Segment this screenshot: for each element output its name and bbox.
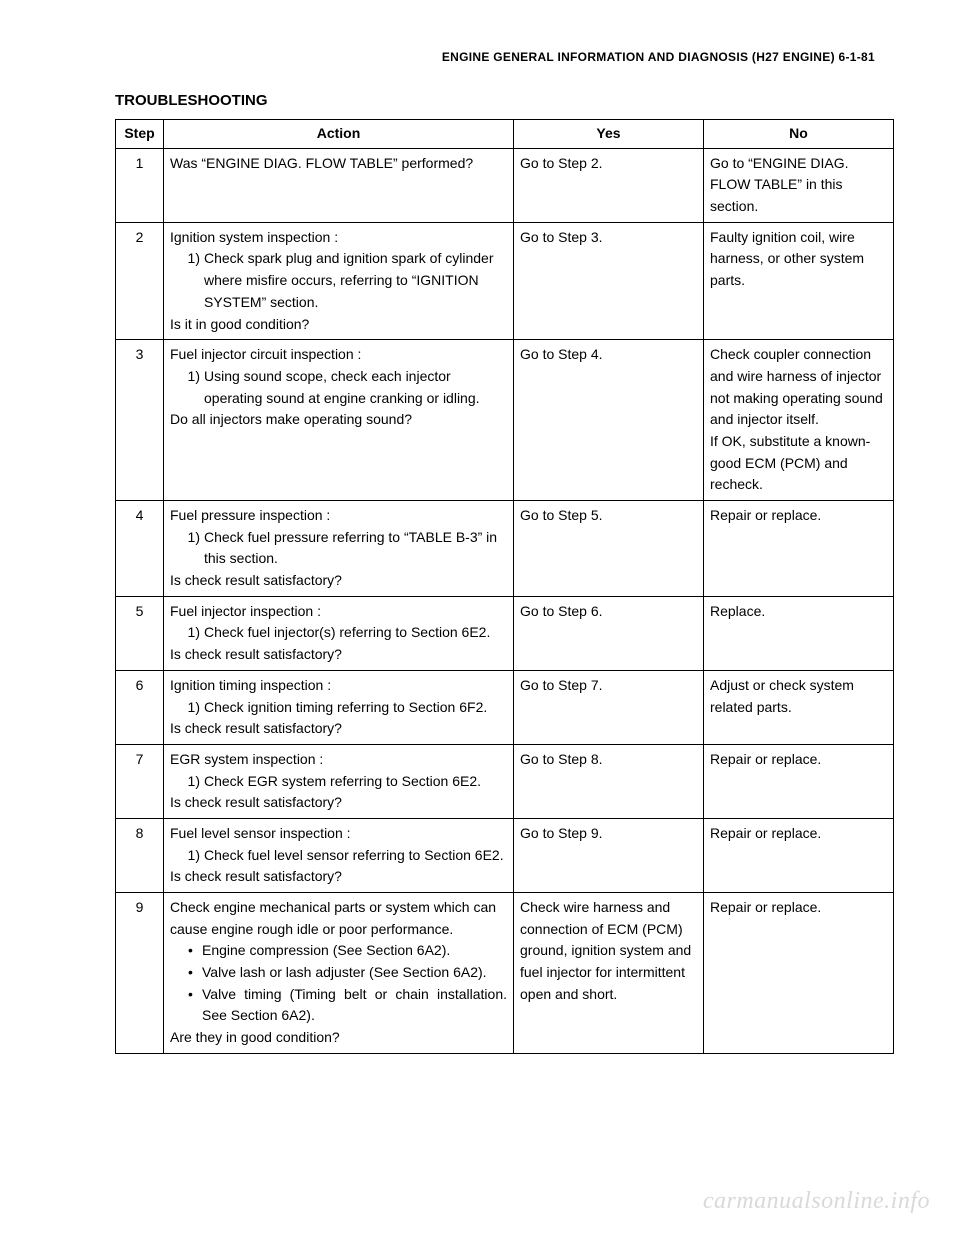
action-trail: Are they in good condition? — [170, 1027, 507, 1049]
action-lead: Was “ENGINE DIAG. FLOW TABLE” performed? — [170, 153, 507, 175]
action-trail: Is check result satisfactory? — [170, 792, 507, 814]
action-numbered-list: Check fuel level sensor referring to Sec… — [170, 845, 507, 867]
action-trail: Do all injectors make operating sound? — [170, 409, 507, 431]
action-bullet-item: Engine compression (See Section 6A2). — [188, 940, 507, 962]
table-row: 9Check engine mechanical parts or system… — [116, 893, 894, 1054]
cell-action: Was “ENGINE DIAG. FLOW TABLE” performed? — [164, 148, 514, 222]
action-numbered-list: Check spark plug and ignition spark of c… — [170, 248, 507, 313]
cell-yes: Go to Step 6. — [514, 596, 704, 670]
cell-action: Ignition system inspection :Check spark … — [164, 222, 514, 339]
table-body: 1 Was “ENGINE DIAG. FLOW TABLE” performed… — [116, 148, 894, 1053]
table-row: 3Fuel injector circuit inspection :Using… — [116, 340, 894, 501]
section-title: TROUBLESHOOTING — [115, 92, 875, 109]
cell-no: Adjust or check system related parts. — [704, 670, 894, 744]
action-lead: Fuel injector inspection : — [170, 601, 507, 623]
action-trail: Is check result satisfactory? — [170, 570, 507, 592]
action-lead: EGR system inspection : — [170, 749, 507, 771]
action-lead: Fuel level sensor inspection : — [170, 823, 507, 845]
action-lead: Ignition system inspection : — [170, 227, 507, 249]
troubleshooting-table: Step Action Yes No 1 Was “ENGINE DIAG. FL… — [115, 119, 894, 1054]
action-lead: Fuel pressure inspection : — [170, 505, 507, 527]
action-lead: Fuel injector circuit inspection : — [170, 344, 507, 366]
cell-no: Repair or replace. — [704, 893, 894, 1054]
table-row: 6Ignition timing inspection :Check ignit… — [116, 670, 894, 744]
cell-step: 9 — [116, 893, 164, 1054]
cell-yes: Go to Step 9. — [514, 818, 704, 892]
page-header: ENGINE GENERAL INFORMATION AND DIAGNOSIS… — [115, 50, 875, 64]
cell-action: Fuel level sensor inspection :Check fuel… — [164, 818, 514, 892]
action-trail: Is check result satisfactory? — [170, 866, 507, 888]
cell-no: Repair or replace. — [704, 744, 894, 818]
action-bullet-list: Engine compression (See Section 6A2).Val… — [170, 940, 507, 1027]
action-numbered-item: Check fuel level sensor referring to Sec… — [188, 845, 507, 867]
col-step: Step — [116, 120, 164, 149]
cell-step: 5 — [116, 596, 164, 670]
action-numbered-item: Check EGR system referring to Section 6E… — [188, 771, 507, 793]
cell-step: 1 — [116, 148, 164, 222]
action-trail: Is check result satisfactory? — [170, 718, 507, 740]
action-trail: Is it in good condition? — [170, 314, 507, 336]
table-header-row: Step Action Yes No — [116, 120, 894, 149]
action-trail: Is check result satisfactory? — [170, 644, 507, 666]
cell-step: 2 — [116, 222, 164, 339]
cell-yes: Go to Step 5. — [514, 501, 704, 597]
action-numbered-list: Check EGR system referring to Section 6E… — [170, 771, 507, 793]
table-row: 1 Was “ENGINE DIAG. FLOW TABLE” performed… — [116, 148, 894, 222]
table-row: 7EGR system inspection :Check EGR system… — [116, 744, 894, 818]
cell-step: 6 — [116, 670, 164, 744]
table-row: 4Fuel pressure inspection :Check fuel pr… — [116, 501, 894, 597]
col-yes: Yes — [514, 120, 704, 149]
cell-step: 4 — [116, 501, 164, 597]
action-numbered-list: Check fuel pressure referring to “TABLE … — [170, 527, 507, 570]
cell-no: Repair or replace. — [704, 501, 894, 597]
cell-no: Check coupler connection and wire harnes… — [704, 340, 894, 501]
cell-action: Ignition timing inspection :Check igniti… — [164, 670, 514, 744]
action-numbered-item: Check fuel injector(s) referring to Sect… — [188, 622, 507, 644]
cell-yes: Check wire harness and connection of ECM… — [514, 893, 704, 1054]
action-numbered-list: Check ignition timing referring to Secti… — [170, 697, 507, 719]
action-lead: Check engine mechanical parts or system … — [170, 897, 507, 940]
action-numbered-item: Check ignition timing referring to Secti… — [188, 697, 507, 719]
action-bullet-item: Valve lash or lash adjuster (See Section… — [188, 962, 507, 984]
action-numbered-list: Using sound scope, check each injector o… — [170, 366, 507, 409]
table-row: 5Fuel injector inspection :Check fuel in… — [116, 596, 894, 670]
cell-no: Go to “ENGINE DIAG. FLOW TABLE” in this … — [704, 148, 894, 222]
cell-action: Fuel injector circuit inspection :Using … — [164, 340, 514, 501]
cell-step: 3 — [116, 340, 164, 501]
table-row: 2Ignition system inspection :Check spark… — [116, 222, 894, 339]
cell-step: 8 — [116, 818, 164, 892]
manual-page: ENGINE GENERAL INFORMATION AND DIAGNOSIS… — [0, 0, 960, 1235]
cell-no: Repair or replace. — [704, 818, 894, 892]
table-row: 8Fuel level sensor inspection :Check fue… — [116, 818, 894, 892]
cell-no: Faulty ignition coil, wire harness, or o… — [704, 222, 894, 339]
cell-yes: Go to Step 3. — [514, 222, 704, 339]
action-lead: Ignition timing inspection : — [170, 675, 507, 697]
action-bullet-item: Valve timing (Timing belt or chain insta… — [188, 984, 507, 1027]
action-numbered-item: Check spark plug and ignition spark of c… — [188, 248, 507, 313]
action-numbered-list: Check fuel injector(s) referring to Sect… — [170, 622, 507, 644]
action-numbered-item: Check fuel pressure referring to “TABLE … — [188, 527, 507, 570]
cell-yes: Go to Step 2. — [514, 148, 704, 222]
col-action: Action — [164, 120, 514, 149]
cell-no: Replace. — [704, 596, 894, 670]
cell-yes: Go to Step 4. — [514, 340, 704, 501]
action-numbered-item: Using sound scope, check each injector o… — [188, 366, 507, 409]
cell-action: EGR system inspection :Check EGR system … — [164, 744, 514, 818]
cell-yes: Go to Step 7. — [514, 670, 704, 744]
cell-action: Fuel injector inspection :Check fuel inj… — [164, 596, 514, 670]
cell-yes: Go to Step 8. — [514, 744, 704, 818]
cell-action: Fuel pressure inspection :Check fuel pre… — [164, 501, 514, 597]
watermark: carmanualsonline.info — [703, 1188, 930, 1215]
cell-action: Check engine mechanical parts or system … — [164, 893, 514, 1054]
col-no: No — [704, 120, 894, 149]
cell-step: 7 — [116, 744, 164, 818]
